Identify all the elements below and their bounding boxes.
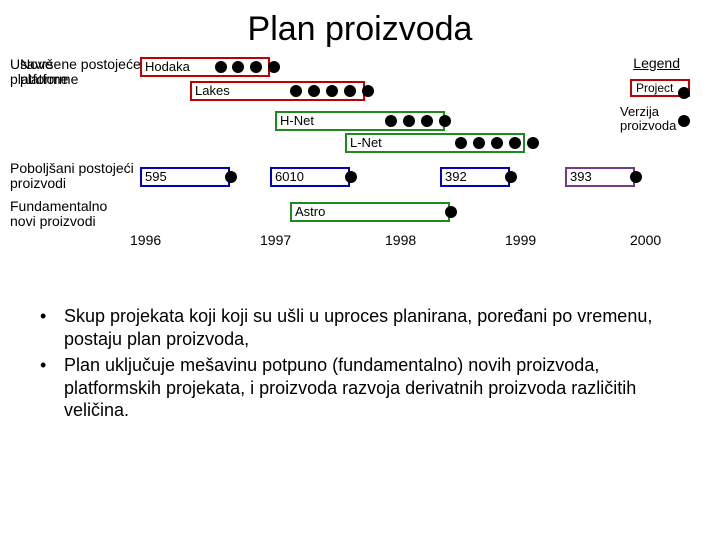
legend-version-label: Verzija proizvoda [620,105,680,134]
version-dot [678,87,690,99]
version-dot [344,85,356,97]
version-dot [421,115,433,127]
version-dot [225,171,237,183]
version-dot [250,61,262,73]
row-label-improved-platforms: Usavršene postojeće platforme [10,57,155,88]
version-dot [491,137,503,149]
version-dot [505,171,517,183]
version-dot [630,171,642,183]
timeline-chart: Nove platforme Usavršene postojeće platf… [10,57,710,297]
year-1998: 1998 [385,232,416,248]
bullet-item: • Skup projekata koji koji su ušli u upr… [40,305,680,350]
bullet-marker: • [40,354,64,422]
version-dot [455,137,467,149]
version-dot [215,61,227,73]
version-dot [439,115,451,127]
row-label-improved-products: Poboljšani postojeći proizvodi [10,161,140,192]
bar-label-595: 595 [145,170,167,183]
version-dot [527,137,539,149]
version-dot [345,171,357,183]
version-dot [473,137,485,149]
bar-label-6010: 6010 [275,170,304,183]
bullet-marker: • [40,305,64,350]
bar-label-lnet: L-Net [350,136,382,149]
page-title: Plan proizvoda [0,0,720,49]
bullet-item: • Plan uključuje mešavinu potpuno (funda… [40,354,680,422]
version-dot [362,85,374,97]
bar-label-hodaka: Hodaka [145,60,190,73]
year-2000: 2000 [630,232,661,248]
version-dot [290,85,302,97]
year-1997: 1997 [260,232,291,248]
bullet-text: Plan uključuje mešavinu potpuno (fundame… [64,354,680,422]
legend-title: Legend [633,55,680,71]
year-1999: 1999 [505,232,536,248]
bar-label-lakes: Lakes [195,84,230,97]
version-dot [678,115,690,127]
bullet-list: • Skup projekata koji koji su ušli u upr… [40,305,680,422]
bar-label-hnet: H-Net [280,114,314,127]
version-dot [385,115,397,127]
version-dot [232,61,244,73]
version-dot [403,115,415,127]
version-dot [445,206,457,218]
year-1996: 1996 [130,232,161,248]
bar-label-392: 392 [445,170,467,183]
version-dot [326,85,338,97]
version-dot [268,61,280,73]
bar-label-astro: Astro [295,205,325,218]
bullet-text: Skup projekata koji koji su ušli u uproc… [64,305,680,350]
bar-label-393: 393 [570,170,592,183]
row-label-fundamental: Fundamentalno novi proizvodi [10,199,130,230]
version-dot [509,137,521,149]
version-dot [308,85,320,97]
